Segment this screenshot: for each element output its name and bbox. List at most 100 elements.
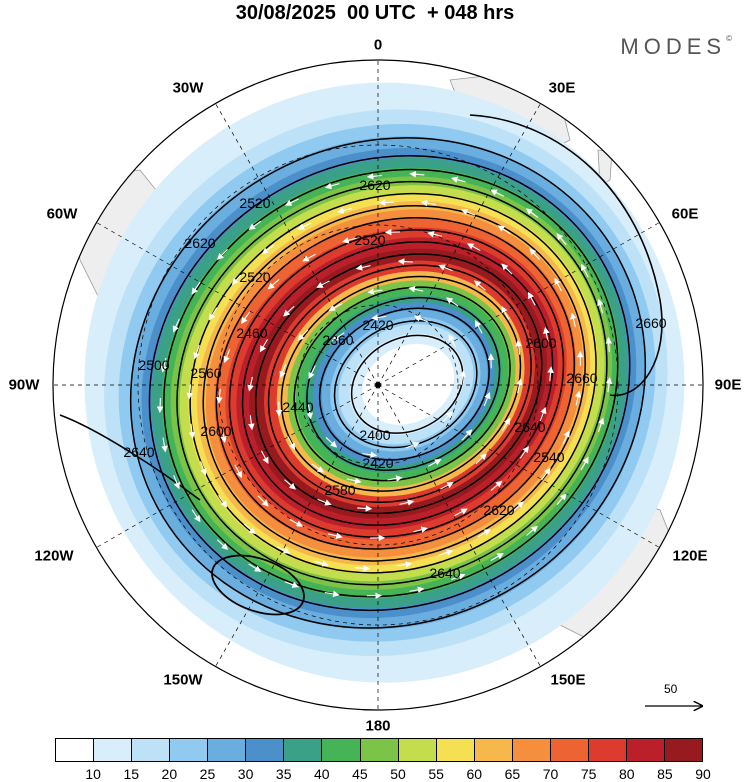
colorbar-tick-label: 30 [237, 766, 254, 782]
wind-vector [409, 586, 425, 594]
meridian-line [215, 103, 379, 386]
colorbar-swatch [665, 739, 703, 761]
wind-vectors [156, 170, 613, 599]
wind-vector [231, 273, 243, 285]
label-lon-60w: 60W [46, 205, 78, 223]
colorbar-swatch [512, 739, 551, 761]
wind-vector [477, 529, 491, 538]
contour-value-label: 2620 [359, 177, 390, 193]
wind-vector [490, 189, 505, 197]
colorbar-swatch [550, 739, 589, 761]
wind-vector [257, 495, 269, 507]
wind-vector [519, 445, 529, 459]
wind-vector [397, 561, 413, 568]
contour-value-label: 2500 [138, 357, 169, 373]
label-lon-30w: 30W [172, 79, 204, 97]
wind-vector [413, 526, 428, 533]
wind-vector [247, 376, 254, 392]
wind-vector [186, 384, 193, 400]
contour-2660-east [469, 114, 663, 397]
wind-vector [497, 225, 511, 235]
contour-value-label: 2640 [123, 444, 154, 460]
label-lon-120e: 120E [672, 547, 708, 565]
wind-vector [284, 581, 299, 588]
colorbar-tick-label: 45 [352, 766, 368, 782]
contour-value-label: 2440 [282, 399, 313, 415]
wind-vector [501, 305, 510, 320]
colorbar-tick-label: 55 [428, 766, 444, 782]
wind-vector [442, 411, 453, 423]
wind-vector [378, 199, 394, 206]
wind-vector [438, 264, 453, 272]
wind-vector [460, 208, 476, 216]
wind-vector [570, 312, 577, 328]
wind-vector [289, 518, 304, 527]
wind-vector [284, 479, 296, 490]
wind-vector [526, 525, 538, 536]
wind-vector [302, 253, 316, 262]
wind-vector [512, 501, 525, 512]
wind-vector [438, 549, 454, 556]
colorbar-swatch [588, 739, 627, 761]
wind-vector [188, 423, 196, 439]
wind-vector [556, 493, 567, 506]
wind-vector [308, 365, 316, 380]
wind-vector [371, 314, 387, 321]
closed-contour-120w [211, 554, 305, 616]
height-contour [176, 180, 608, 586]
wind-vector [459, 370, 466, 386]
wind-vector [355, 564, 371, 572]
wind-vector [475, 453, 487, 465]
contour-value-label: 2400 [359, 427, 390, 443]
contour-value-label: 2660 [566, 370, 597, 386]
wind-vector [605, 336, 613, 353]
wind-vector [208, 307, 218, 321]
height-contour [241, 241, 554, 526]
wind-vector [547, 366, 554, 382]
wind-vector [474, 280, 486, 291]
wind-vector [448, 334, 457, 348]
height-contour [202, 205, 586, 562]
wind-vector [454, 508, 468, 517]
colorbar-tick-label: 60 [466, 766, 483, 782]
contour-value-label: 2620 [184, 235, 215, 251]
height-contour [129, 137, 647, 629]
wind-vector [367, 288, 383, 295]
wind-vector [331, 332, 345, 342]
contour-value-label: 2580 [324, 482, 355, 498]
wind-speed-band [362, 343, 455, 425]
colorbar-swatch [170, 739, 209, 761]
colorbar-tick-label: 35 [275, 766, 292, 782]
wind-vector [502, 417, 511, 431]
colorbar-tick-label: 70 [542, 766, 559, 782]
meridian-line [96, 222, 379, 386]
map-boundary [52, 59, 704, 711]
colorbar-tick-label: 20 [161, 766, 178, 782]
wind-vector [267, 279, 280, 290]
wind-vector [191, 509, 201, 523]
wind-vector [362, 451, 378, 459]
vector-reference-arrow [645, 688, 710, 718]
height-contour [189, 192, 597, 574]
south-pole-marker [375, 382, 381, 388]
polar-map[interactable]: 2360 2400 2420 2420 2440 2460 2500 2520 2520 2520… [0, 0, 750, 740]
label-lon-90e: 90E [714, 376, 742, 394]
wind-vector [324, 590, 340, 598]
wind-vector [261, 244, 275, 255]
colorbar-tick-label: 75 [580, 766, 597, 782]
colorbar-swatch [398, 739, 437, 761]
wind-vector [324, 182, 340, 190]
wind-vector [490, 553, 504, 562]
wind-vector [218, 495, 228, 508]
wind-vector [220, 428, 227, 444]
contour-value-label: 2660 [635, 315, 666, 331]
label-lon-120w: 120W [34, 547, 74, 565]
colorbar-swatch [56, 739, 95, 761]
colorbar-swatch [626, 739, 665, 761]
height-contour [163, 168, 619, 598]
colorbar-swatch [436, 739, 475, 761]
colorbar-tick-label: 25 [199, 766, 216, 782]
wind-vector [193, 344, 200, 360]
colorbar-swatch [474, 739, 513, 761]
colorbar-swatch [322, 739, 361, 761]
